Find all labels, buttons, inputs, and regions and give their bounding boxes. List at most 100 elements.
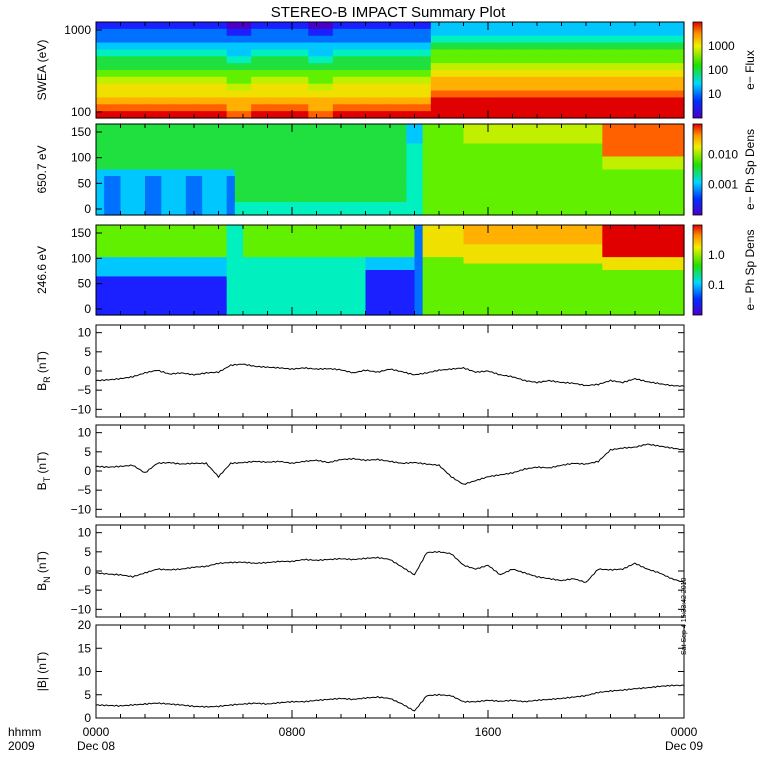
heatmap-cell <box>406 182 416 190</box>
heatmap-cell <box>104 208 113 216</box>
heatmap-cell <box>316 104 326 112</box>
heatmap-cell <box>136 289 146 297</box>
heatmap-cell <box>528 28 538 37</box>
heatmap-cell <box>251 143 260 151</box>
heatmap-cell <box>586 130 595 138</box>
heatmap-cell <box>267 83 277 92</box>
heatmap-cell <box>112 111 122 119</box>
heatmap-cell <box>553 169 563 177</box>
heatmap-cell <box>308 90 318 99</box>
heatmap-cell <box>602 130 612 138</box>
colorbar-tick-label: 1000 <box>708 39 735 53</box>
heatmap-cell <box>439 124 448 132</box>
heatmap-cell <box>553 263 563 271</box>
heatmap-cell <box>267 49 277 57</box>
heatmap-cell <box>153 189 162 197</box>
heatmap-cell <box>373 42 383 51</box>
heatmap-cell <box>324 124 334 132</box>
heatmap-cell <box>349 282 358 290</box>
heatmap-cell <box>586 302 595 310</box>
heatmap-cell <box>145 97 154 105</box>
heatmap-cell <box>651 22 661 30</box>
heatmap-cell <box>512 208 522 216</box>
heatmap-cell <box>414 182 424 190</box>
heatmap-cell <box>422 56 432 64</box>
heatmap-cell <box>537 276 546 284</box>
heatmap-cell <box>332 176 342 184</box>
heatmap-cell <box>667 182 677 190</box>
heatmap-cell <box>251 237 260 245</box>
heatmap-cell <box>153 276 162 284</box>
heatmap-cell <box>185 143 195 151</box>
heatmap-cell <box>463 22 473 30</box>
heatmap-cell <box>292 295 301 303</box>
heatmap-cell <box>210 250 220 258</box>
heatmap-cell <box>234 195 244 203</box>
heatmap-cell <box>512 195 522 203</box>
heatmap-cell <box>357 276 367 284</box>
heatmap-cell <box>234 42 244 51</box>
heatmap-cell <box>226 28 236 37</box>
heatmap-cell <box>332 156 342 164</box>
heatmap-cell <box>602 76 612 85</box>
heatmap-cell <box>651 28 661 37</box>
heatmap-cell <box>275 244 285 252</box>
heatmap-cell <box>496 22 505 30</box>
heatmap-cell <box>643 49 652 57</box>
heatmap-cell <box>259 302 269 310</box>
heatmap-cell <box>602 250 612 258</box>
heatmap-cell <box>243 130 252 138</box>
heatmap-cell <box>422 225 432 233</box>
heatmap-cell <box>561 263 571 271</box>
heatmap-cell <box>430 176 440 184</box>
heatmap-cell <box>635 257 644 265</box>
heatmap-cell <box>577 282 587 290</box>
heatmap-cell <box>455 63 465 71</box>
heatmap-cell <box>488 150 497 158</box>
heatmap-cell <box>145 83 154 92</box>
heatmap-cell <box>651 137 661 145</box>
heatmap-cell <box>194 282 203 290</box>
heatmap-cell <box>332 83 342 92</box>
heatmap-cell <box>406 231 416 239</box>
heatmap-cell <box>455 104 465 112</box>
heatmap-cell <box>643 176 652 184</box>
heatmap-cell <box>447 90 456 99</box>
heatmap-cell <box>488 97 497 105</box>
heatmap-cell <box>594 189 603 197</box>
heatmap-cell <box>659 208 669 216</box>
heatmap-cell <box>226 302 236 310</box>
heatmap-cell <box>349 182 358 190</box>
heatmap-cell <box>210 189 220 197</box>
heatmap-cell <box>675 56 685 64</box>
heatmap-cell <box>120 130 130 138</box>
heatmap-cell <box>136 257 146 265</box>
heatmap-cell <box>398 56 407 64</box>
heatmap-cell <box>373 97 383 105</box>
heatmap-cell <box>659 182 669 190</box>
heatmap-cell <box>602 295 612 303</box>
heatmap-cell <box>545 176 554 184</box>
heatmap-cell <box>308 163 318 171</box>
colorbar-label: e− Flux <box>743 50 757 90</box>
heatmap-cell <box>430 22 440 30</box>
heatmap-cell <box>414 49 424 57</box>
heatmap-cell <box>496 111 505 119</box>
heatmap-cell <box>586 56 595 64</box>
heatmap-cell <box>651 169 661 177</box>
heatmap-cell <box>390 302 399 310</box>
heatmap-cell <box>577 169 587 177</box>
heatmap-cell <box>455 202 465 210</box>
heatmap-cell <box>283 130 293 138</box>
heatmap-cell <box>430 76 440 85</box>
heatmap-cell <box>234 83 244 92</box>
heatmap-cell <box>455 263 465 271</box>
heatmap-cell <box>349 76 358 85</box>
heatmap-cell <box>169 156 179 164</box>
heatmap-cell <box>488 35 497 44</box>
heatmap-cell <box>602 104 612 112</box>
heatmap-cell <box>104 97 113 105</box>
heatmap-cell <box>439 90 448 99</box>
x-tick-label: 0000 <box>671 725 698 739</box>
y-tick-label: 0 <box>84 464 91 478</box>
